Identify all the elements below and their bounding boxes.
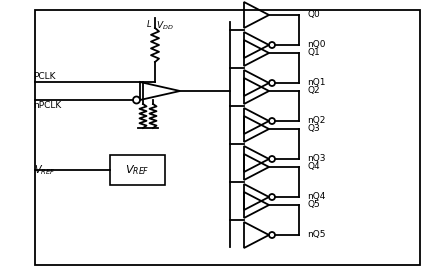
Text: nQ3: nQ3 [307, 155, 325, 163]
Circle shape [269, 42, 275, 48]
Text: Q3: Q3 [307, 125, 320, 133]
Text: Q0: Q0 [307, 11, 320, 19]
Text: nQ0: nQ0 [307, 41, 325, 49]
Text: PCLK: PCLK [33, 72, 55, 81]
Text: nQ5: nQ5 [307, 230, 325, 240]
Text: nPCLK: nPCLK [33, 101, 61, 110]
Text: $V_{DD}$: $V_{DD}$ [156, 19, 174, 31]
Circle shape [269, 80, 275, 86]
Text: Q2: Q2 [307, 86, 320, 96]
Text: Q5: Q5 [307, 200, 320, 210]
Bar [35, 10, 420, 265]
Circle shape [133, 96, 140, 103]
Text: $V_{REF}$: $V_{REF}$ [125, 163, 150, 177]
Bar [110, 155, 165, 185]
Text: nQ2: nQ2 [307, 116, 325, 125]
Text: Q1: Q1 [307, 48, 320, 58]
Text: Q4: Q4 [307, 163, 320, 172]
Text: nQ1: nQ1 [307, 78, 325, 88]
Circle shape [269, 232, 275, 238]
Text: nQ4: nQ4 [307, 192, 325, 202]
Circle shape [269, 156, 275, 162]
Text: $V_{REF}$: $V_{REF}$ [34, 163, 56, 177]
Text: L: L [146, 20, 151, 29]
Circle shape [269, 194, 275, 200]
Circle shape [269, 118, 275, 124]
